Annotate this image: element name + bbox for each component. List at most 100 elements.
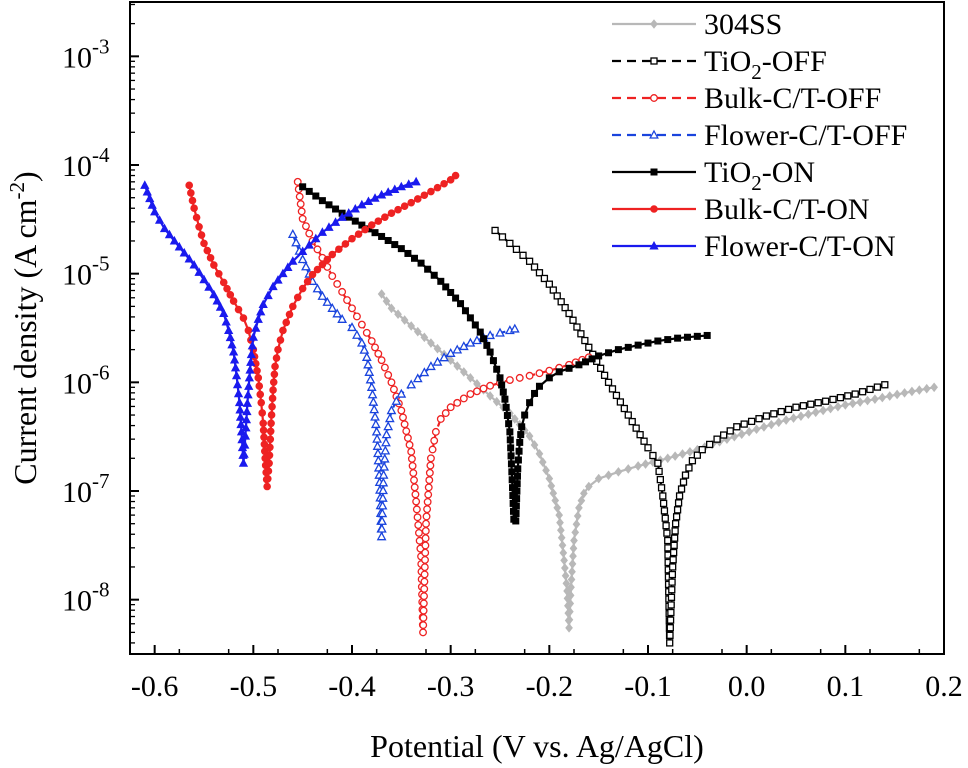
data-point xyxy=(291,237,301,247)
data-point xyxy=(389,385,398,394)
data-point xyxy=(878,392,887,403)
data-point xyxy=(572,519,581,529)
data-point xyxy=(672,513,681,521)
legend-marker xyxy=(649,129,659,139)
data-point xyxy=(502,403,510,411)
data-point xyxy=(752,424,761,435)
data-point xyxy=(377,492,388,502)
data-point xyxy=(600,371,609,379)
data-point xyxy=(604,378,613,386)
data-point xyxy=(726,427,734,435)
data-point xyxy=(259,426,268,435)
data-point xyxy=(240,431,251,440)
data-point xyxy=(514,465,522,473)
data-point xyxy=(664,544,672,552)
data-point xyxy=(525,431,534,441)
data-point xyxy=(400,315,409,325)
data-point xyxy=(361,225,369,234)
data-point xyxy=(614,467,623,477)
data-point xyxy=(212,295,222,305)
data-point xyxy=(255,382,264,390)
data-point xyxy=(566,590,575,601)
legend-marker xyxy=(650,168,658,176)
data-point xyxy=(668,570,677,579)
data-point xyxy=(770,410,778,418)
data-point xyxy=(513,472,521,480)
data-point xyxy=(267,419,275,428)
data-point xyxy=(425,468,434,477)
data-point xyxy=(922,383,931,394)
data-point xyxy=(557,525,565,535)
data-point xyxy=(302,222,310,231)
data-point xyxy=(210,261,218,269)
data-point xyxy=(585,343,593,351)
data-point xyxy=(322,296,333,306)
data-point xyxy=(664,336,672,344)
legend-marker xyxy=(650,205,658,213)
data-point xyxy=(254,374,263,382)
data-point xyxy=(365,374,376,384)
data-point xyxy=(446,355,455,365)
data-point xyxy=(407,321,416,331)
data-point xyxy=(730,431,739,442)
data-point xyxy=(396,181,406,191)
data-point xyxy=(671,451,679,461)
data-point xyxy=(140,180,150,189)
data-point xyxy=(471,321,479,329)
legend-label: Flower-C/T-ON xyxy=(704,230,896,263)
data-point xyxy=(575,503,583,513)
data-point xyxy=(283,262,293,271)
legend-marker xyxy=(649,240,659,250)
data-point xyxy=(215,269,223,278)
data-point xyxy=(266,443,274,452)
data-point xyxy=(422,512,431,521)
data-point xyxy=(491,226,499,235)
data-point xyxy=(361,351,372,361)
data-point xyxy=(624,343,632,351)
data-point xyxy=(674,334,682,342)
data-point xyxy=(379,453,390,463)
data-point xyxy=(508,468,516,476)
data-point xyxy=(188,196,197,205)
data-point xyxy=(394,309,402,319)
data-point xyxy=(530,440,539,450)
data-point xyxy=(439,352,449,362)
data-point xyxy=(289,302,297,311)
data-point xyxy=(535,269,544,277)
data-point xyxy=(396,388,407,398)
data-point xyxy=(406,379,417,389)
data-point xyxy=(426,361,436,371)
data-point xyxy=(841,400,850,410)
data-point xyxy=(380,445,391,455)
data-point xyxy=(412,505,421,514)
data-point xyxy=(298,246,308,255)
y-tick-label: 10-8 xyxy=(62,578,110,618)
data-point xyxy=(458,341,469,351)
data-point xyxy=(308,270,317,279)
data-point xyxy=(371,343,379,352)
data-point xyxy=(145,193,155,203)
data-point xyxy=(668,578,676,586)
y-tick-label: 10-4 xyxy=(62,143,110,183)
data-point xyxy=(900,388,909,398)
data-point xyxy=(485,330,496,340)
data-point xyxy=(540,274,549,283)
legend-label: Bulk-C/T-OFF xyxy=(704,82,881,115)
data-point xyxy=(244,326,253,335)
data-point xyxy=(420,570,429,579)
data-point xyxy=(236,419,246,429)
legend-item: 304SS xyxy=(612,8,782,41)
legend-item: TiO2-ON xyxy=(612,156,815,195)
data-point xyxy=(681,471,690,479)
data-point xyxy=(369,404,380,414)
data-point xyxy=(424,483,433,492)
data-point xyxy=(445,347,456,357)
data-point xyxy=(670,534,679,542)
data-point xyxy=(608,385,617,393)
data-point xyxy=(826,403,835,414)
data-point xyxy=(595,352,603,360)
data-point xyxy=(549,286,557,294)
data-point xyxy=(472,335,482,345)
x-tick-label: 0.2 xyxy=(925,670,963,703)
